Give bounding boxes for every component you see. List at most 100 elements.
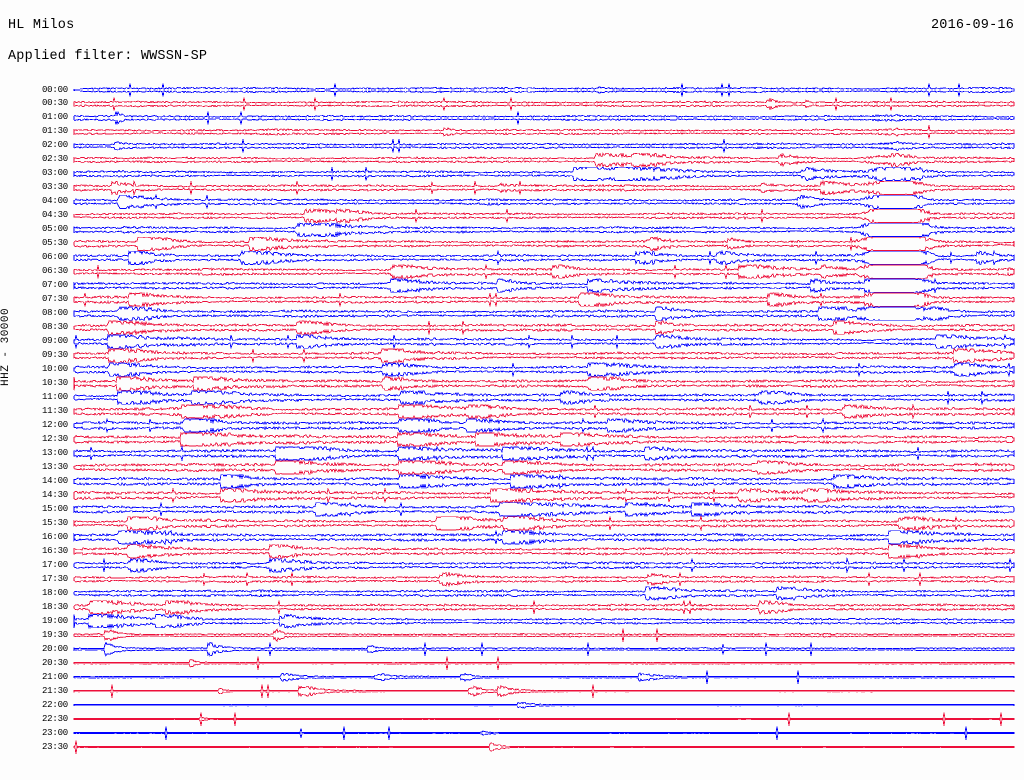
trace-row: [73, 347, 1015, 364]
trace-row: [73, 83, 1015, 97]
trace-row: [73, 473, 1015, 490]
time-axis: 00:00 00:30 01:00 01:30 02:00 02:30 03:00 03:30…: [0, 80, 74, 780]
time-tick-label: 02:00: [41, 140, 68, 151]
time-tick-label: 21:00: [41, 671, 68, 682]
time-tick-label: 03:30: [41, 182, 68, 193]
time-tick-label: 05:30: [41, 238, 68, 249]
time-tick-label: 20:30: [41, 657, 68, 668]
time-tick-label: 01:30: [41, 126, 68, 137]
trace-row: [73, 417, 1015, 434]
trace-row: [73, 557, 1015, 574]
time-tick-label: 15:00: [41, 503, 68, 514]
trace-row: [73, 263, 1015, 280]
time-tick-label: 17:30: [41, 573, 68, 584]
time-tick-label: 17:00: [41, 559, 68, 570]
time-tick-label: 00:30: [41, 98, 68, 109]
time-tick-label: 18:00: [41, 587, 68, 598]
trace-row: [73, 712, 1015, 726]
trace-row: [73, 571, 1015, 588]
trace-row: [73, 125, 1015, 139]
time-tick-label: 19:00: [41, 615, 68, 626]
time-tick-label: 05:00: [41, 224, 68, 235]
time-tick-label: 01:00: [41, 112, 68, 123]
trace-row: [73, 501, 1015, 518]
trace-row: [73, 208, 1015, 224]
time-tick-label: 03:00: [41, 168, 68, 179]
time-tick-label: 07:30: [41, 294, 68, 305]
trace-row: [73, 249, 1015, 267]
trace-row: [73, 277, 1015, 294]
trace-row: [73, 529, 1015, 546]
trace-row: [73, 291, 1015, 308]
time-tick-label: 16:00: [41, 531, 68, 542]
trace-row: [73, 701, 1015, 709]
time-tick-label: 12:30: [41, 434, 68, 444]
trace-row: [73, 670, 1015, 684]
trace-row: [73, 361, 1015, 378]
trace-row: [73, 221, 1015, 239]
time-tick-label: 09:00: [41, 336, 68, 347]
time-tick-label: 22:00: [41, 699, 68, 710]
trace-row: [73, 628, 1015, 643]
time-tick-label: 12:00: [41, 420, 68, 431]
time-tick-label: 04:30: [41, 210, 68, 221]
time-tick-label: 10:00: [41, 364, 68, 375]
time-tick-label: 15:30: [41, 517, 68, 528]
time-tick-label: 23:30: [41, 741, 68, 752]
trace-row: [73, 684, 1015, 698]
trace-row: [73, 319, 1015, 336]
time-tick-label: 16:30: [41, 545, 68, 556]
time-tick-label: 21:30: [41, 685, 68, 696]
time-tick-label: 20:00: [41, 643, 68, 654]
trace-row: [73, 459, 1015, 476]
trace-row: [73, 97, 1015, 111]
seismic-traces: [73, 83, 1015, 754]
time-tick-label: 08:00: [41, 308, 68, 319]
trace-row: [73, 111, 1015, 125]
trace-row: [73, 431, 1015, 448]
time-tick-label: 19:30: [41, 629, 68, 640]
time-tick-label: 18:30: [41, 601, 68, 612]
trace-row: [73, 139, 1015, 153]
date-label: 2016-09-16: [930, 18, 1014, 33]
time-tick-label: 13:30: [41, 461, 68, 472]
trace-row: [73, 515, 1015, 532]
time-tick-label: 10:30: [41, 378, 68, 389]
trace-row: [73, 487, 1015, 504]
trace-row: [73, 585, 1015, 601]
trace-row: [73, 333, 1015, 350]
time-tick-label: 13:00: [41, 447, 68, 458]
trace-row: [73, 543, 1015, 560]
trace-row: [73, 390, 1015, 406]
time-tick-label: 09:30: [41, 350, 68, 361]
page-title: HL Milos: [8, 18, 75, 33]
applied-filter-label: Applied filter: WWSSN-SP: [8, 49, 208, 64]
trace-row: [73, 613, 1015, 630]
time-tick-label: 00:00: [41, 84, 68, 95]
time-tick-label: 23:00: [41, 727, 68, 738]
time-tick-label: 04:00: [41, 196, 68, 207]
time-tick-label: 07:00: [41, 280, 68, 291]
trace-row: [73, 306, 1015, 322]
time-tick-label: 08:30: [41, 322, 68, 333]
time-tick-label: 06:30: [41, 266, 68, 277]
trace-row: [73, 179, 1015, 197]
trace-row: [73, 236, 1015, 252]
time-tick-label: 22:30: [41, 713, 68, 724]
trace-row: [73, 193, 1015, 210]
plot-area: 00:00 00:30 01:00 01:30 02:00 02:30 03:00 03:30…: [0, 80, 1024, 780]
trace-row: [73, 726, 1015, 740]
header: HL Milos Applied filter: WWSSN-SP 2016-0…: [0, 0, 1024, 80]
trace-row: [73, 403, 1015, 420]
time-tick-label: 02:30: [41, 154, 68, 165]
trace-row: [73, 641, 1015, 657]
trace-row: [73, 656, 1015, 670]
trace-row: [73, 166, 1015, 182]
trace-row: [73, 445, 1015, 462]
time-tick-label: 11:00: [41, 392, 68, 403]
time-tick-label: 14:00: [41, 475, 68, 486]
time-tick-label: 06:00: [41, 252, 68, 263]
trace-row: [73, 152, 1015, 168]
time-tick-label: 11:30: [41, 406, 68, 417]
